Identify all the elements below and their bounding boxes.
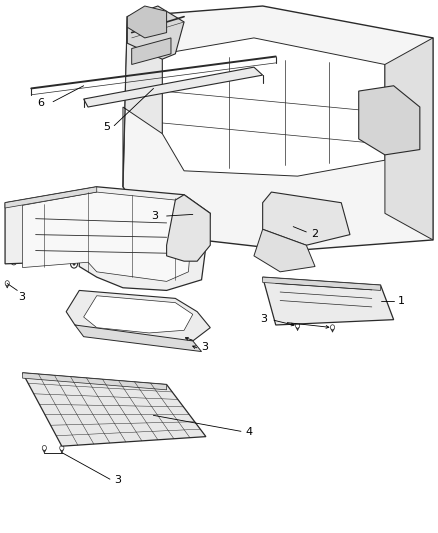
Polygon shape xyxy=(127,6,184,59)
Circle shape xyxy=(131,15,141,28)
Polygon shape xyxy=(84,296,193,333)
Circle shape xyxy=(153,17,162,27)
Circle shape xyxy=(330,325,335,330)
Polygon shape xyxy=(162,38,385,176)
Circle shape xyxy=(396,104,401,110)
Circle shape xyxy=(382,77,388,84)
Polygon shape xyxy=(359,86,420,155)
Text: 6: 6 xyxy=(37,98,44,108)
Circle shape xyxy=(60,446,64,450)
Polygon shape xyxy=(75,325,201,352)
Circle shape xyxy=(78,223,98,246)
Circle shape xyxy=(383,110,396,126)
Polygon shape xyxy=(385,38,433,240)
Text: 2: 2 xyxy=(311,229,318,239)
Circle shape xyxy=(283,127,286,130)
Circle shape xyxy=(73,262,75,265)
Circle shape xyxy=(42,446,46,450)
Polygon shape xyxy=(132,38,171,64)
Circle shape xyxy=(170,338,172,341)
Circle shape xyxy=(286,56,291,62)
Polygon shape xyxy=(263,277,381,290)
Polygon shape xyxy=(127,6,166,38)
Text: 3: 3 xyxy=(260,313,267,324)
Text: 4: 4 xyxy=(245,427,252,438)
Circle shape xyxy=(396,147,401,153)
Circle shape xyxy=(178,333,184,339)
Polygon shape xyxy=(66,290,210,341)
Circle shape xyxy=(186,341,191,347)
Circle shape xyxy=(154,52,161,61)
Polygon shape xyxy=(254,229,315,272)
Text: 3: 3 xyxy=(18,292,25,302)
Polygon shape xyxy=(123,6,433,251)
Circle shape xyxy=(152,213,155,216)
Circle shape xyxy=(71,214,105,255)
Circle shape xyxy=(296,323,300,328)
Text: 3: 3 xyxy=(114,475,121,485)
Circle shape xyxy=(71,260,78,268)
Text: 3: 3 xyxy=(201,342,208,352)
Polygon shape xyxy=(22,373,206,446)
Circle shape xyxy=(11,202,17,209)
Circle shape xyxy=(349,138,351,141)
Circle shape xyxy=(150,210,157,219)
Circle shape xyxy=(133,52,140,61)
Circle shape xyxy=(238,45,244,52)
Polygon shape xyxy=(5,187,97,208)
Polygon shape xyxy=(22,373,166,390)
Circle shape xyxy=(5,281,9,286)
Circle shape xyxy=(147,52,154,61)
Circle shape xyxy=(71,306,78,315)
Polygon shape xyxy=(263,192,350,245)
Polygon shape xyxy=(5,187,210,290)
Circle shape xyxy=(185,193,191,201)
Polygon shape xyxy=(263,277,394,325)
Circle shape xyxy=(73,309,75,312)
Circle shape xyxy=(84,229,92,240)
Circle shape xyxy=(283,159,286,162)
Text: 1: 1 xyxy=(398,296,405,306)
Circle shape xyxy=(396,194,401,200)
Circle shape xyxy=(330,67,335,73)
Ellipse shape xyxy=(300,289,343,304)
Polygon shape xyxy=(22,192,193,281)
Text: 3: 3 xyxy=(151,211,158,221)
Circle shape xyxy=(190,40,195,46)
Circle shape xyxy=(11,257,17,265)
Circle shape xyxy=(164,157,169,164)
Circle shape xyxy=(64,205,112,264)
Polygon shape xyxy=(166,195,210,261)
Polygon shape xyxy=(84,67,263,107)
Polygon shape xyxy=(123,17,162,187)
Circle shape xyxy=(185,274,191,282)
Circle shape xyxy=(167,336,174,344)
Circle shape xyxy=(218,148,220,151)
Circle shape xyxy=(218,116,220,119)
Circle shape xyxy=(168,115,173,121)
Text: 5: 5 xyxy=(103,122,110,132)
Circle shape xyxy=(140,52,147,61)
